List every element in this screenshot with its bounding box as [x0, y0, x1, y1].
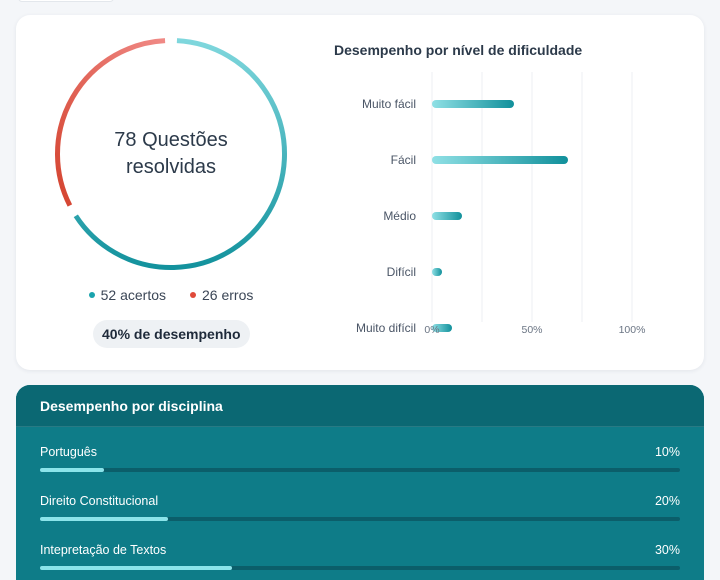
discipline-row-header: Direito Constitucional 20% — [40, 494, 680, 508]
chart-tick-label: 0% — [424, 324, 439, 336]
discipline-row-header: Intepretação de Textos 30% — [40, 543, 680, 557]
chart-category-label: Muito difícil — [356, 321, 416, 335]
discipline-name: Direito Constitucional — [40, 494, 159, 508]
chart-bar — [432, 212, 462, 220]
discipline-card-title: Desempenho por disciplina — [16, 385, 704, 427]
chart-tick-label: 50% — [521, 324, 542, 336]
discipline-row[interactable]: Intepretação de Textos 30% — [40, 543, 680, 570]
discipline-row[interactable]: Direito Constitucional 20% — [40, 494, 680, 521]
chart-bar — [432, 156, 568, 164]
donut-arc-correct — [73, 38, 287, 271]
donut-arc-errors — [55, 38, 166, 207]
chart-category-label: Muito fácil — [362, 97, 416, 111]
chart-category-label: Médio — [383, 209, 416, 223]
legend-errors-label: 26 erros — [202, 287, 254, 303]
discipline-progress-fill — [40, 468, 104, 472]
donut-ring — [55, 38, 287, 271]
summary-card: 78 Questões resolvidas 52 acertos 26 err… — [16, 15, 704, 370]
red-dot-icon — [190, 292, 196, 298]
discipline-progress-fill — [40, 517, 168, 521]
chart-category-label: Difícil — [387, 265, 416, 279]
legend-correct-label: 52 acertos — [100, 287, 166, 303]
teal-dot-icon — [88, 292, 95, 298]
chart-bar — [432, 268, 442, 276]
discipline-row[interactable]: Português 10% — [40, 445, 680, 472]
discipline-progress-track — [40, 517, 680, 521]
discipline-progress-track — [40, 468, 680, 472]
donut-legend: 52 acertos 26 erros — [16, 287, 326, 303]
chart-bar — [432, 324, 452, 332]
performance-badge: 40% de desempenho — [93, 320, 250, 348]
discipline-progress-track — [40, 566, 680, 570]
total-questions-sub: resolvidas — [125, 156, 217, 178]
total-questions: 78 Questões — [114, 129, 228, 151]
previous-card-edge — [18, 0, 114, 2]
difficulty-chart-title: Desempenho por nível de dificuldade — [334, 42, 583, 58]
chart-bar — [432, 100, 514, 108]
discipline-name: Intepretação de Textos — [40, 543, 167, 557]
discipline-card: Desempenho por disciplina Português 10% Di… — [16, 385, 704, 580]
discipline-percent: 10% — [654, 445, 680, 459]
discipline-percent: 30% — [654, 543, 680, 557]
legend-errors: 26 erros — [190, 287, 253, 303]
discipline-percent: 20% — [654, 494, 680, 508]
discipline-name: Português — [40, 445, 97, 459]
donut-center-label: 78 Questões resolvidas — [54, 37, 288, 271]
discipline-progress-fill — [40, 566, 232, 570]
chart-category-label: Fácil — [391, 153, 416, 167]
chart-tick-label: 100% — [619, 324, 646, 336]
questions-donut: 78 Questões resolvidas — [54, 37, 288, 271]
difficulty-chart: Muito fácil Fácil Médio Difícil Muito difíci… — [356, 72, 646, 336]
legend-correct: 52 acertos — [88, 287, 166, 303]
discipline-row-header: Português 10% — [40, 445, 680, 459]
